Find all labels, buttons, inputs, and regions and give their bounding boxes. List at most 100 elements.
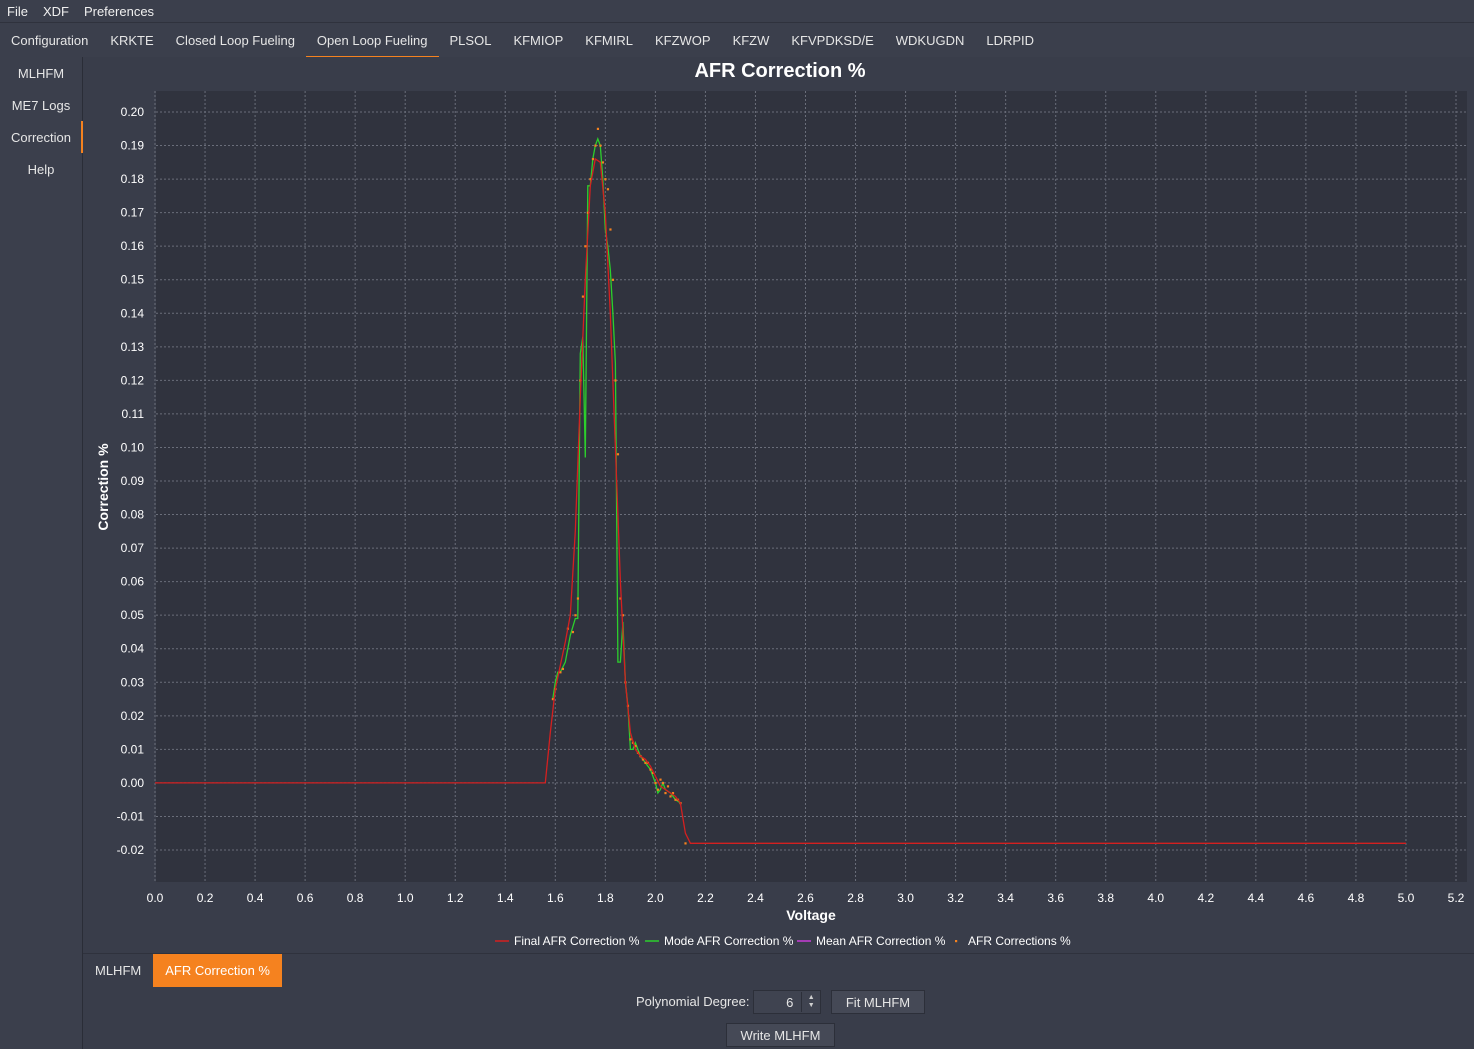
afr-corrections-point [559, 671, 562, 674]
y-axis-label: Correction % [95, 443, 111, 531]
x-tick-label: 0.6 [297, 891, 314, 905]
y-tick-label: -0.01 [117, 809, 145, 823]
bottom-tab-mlhfm[interactable]: MLHFM [95, 963, 142, 978]
y-tick-label: 0.10 [121, 440, 145, 454]
bottom-tab-afr-correction[interactable]: AFR Correction % [153, 954, 282, 987]
afr-corrections-point [561, 667, 565, 671]
afr-corrections-point [601, 161, 605, 164]
afr-corrections-point [634, 745, 637, 748]
x-tick-label: 1.0 [397, 891, 414, 905]
plot-area [156, 91, 1467, 882]
menu-preferences[interactable]: Preferences [83, 3, 155, 19]
spinner-up-icon[interactable]: ▲ [807, 994, 815, 1001]
afr-corrections-point [649, 768, 652, 771]
x-tick-label: 3.6 [1047, 891, 1064, 905]
fit-mlhfm-button[interactable]: Fit MLHFM [831, 990, 925, 1014]
x-tick-label: 5.2 [1448, 891, 1465, 905]
menu-file[interactable]: File [7, 3, 28, 19]
afr-corrections-point [604, 178, 607, 181]
y-tick-label: 0.07 [121, 541, 145, 555]
legend-mode-afr-correction: Mode AFR Correction % [664, 934, 794, 948]
chart-title: AFR Correction % [694, 60, 865, 82]
tab-kfzwop[interactable]: KFZWOP [654, 32, 711, 48]
afr-corrections-point [591, 157, 595, 161]
afr-corrections-point [629, 738, 632, 741]
x-tick-label: 3.4 [997, 891, 1014, 905]
sidebar-item-correction[interactable]: Correction [0, 121, 83, 153]
legend-mean-afr-correction: Mean AFR Correction % [816, 934, 946, 948]
y-tick-label: 0.20 [121, 105, 145, 119]
sidebar-item-me7-logs[interactable]: ME7 Logs [11, 97, 71, 113]
y-tick-label: 0.12 [121, 373, 145, 387]
tab-closed-loop-fueling[interactable]: Closed Loop Fueling [175, 32, 295, 48]
tab-configuration[interactable]: Configuration [11, 32, 89, 48]
tab-kfvpdksd[interactable]: KFVPDKSD/E [791, 32, 874, 48]
x-tick-label: 1.2 [447, 891, 464, 905]
afr-corrections-point [666, 785, 670, 788]
afr-corrections-point [661, 781, 665, 785]
legend: Final AFR Correction % Mode AFR Correctio… [495, 934, 1071, 948]
afr-corrections-point [669, 795, 672, 798]
tab-plsol[interactable]: PLSOL [449, 32, 492, 48]
sidebar-item-mlhfm[interactable]: MLHFM [17, 65, 65, 81]
x-tick-label: 2.2 [697, 891, 714, 905]
spinner-arrows[interactable]: ▲ ▼ [801, 992, 820, 1012]
y-tick-label: 0.13 [121, 340, 145, 354]
x-tick-label: 4.2 [1197, 891, 1214, 905]
mode-afr-correction-line [552, 136, 681, 804]
x-tick-label: 0.8 [347, 891, 364, 905]
tab-wdkugdn[interactable]: WDKUGDN [895, 32, 965, 48]
spinner-down-icon[interactable]: ▼ [807, 1002, 815, 1009]
tab-kfzw[interactable]: KFZW [732, 32, 770, 48]
tab-kfmiop[interactable]: KFMIOP [513, 32, 564, 48]
menu-bar: File XDF Preferences [0, 0, 1474, 22]
menu-xdf[interactable]: XDF [42, 3, 69, 19]
legend-afr-corrections-marker [955, 940, 958, 943]
polynomial-degree-spinner[interactable]: 6 ▲ ▼ [753, 990, 821, 1014]
afr-corrections-point [659, 778, 662, 781]
y-tick-label: 0.09 [121, 474, 145, 488]
x-tick-label: 0.2 [197, 891, 214, 905]
afr-corrections-point [644, 761, 647, 764]
x-axis-label: Voltage [786, 907, 836, 923]
sidebar-item-help[interactable]: Help [27, 161, 55, 177]
x-tick-label: 1.8 [597, 891, 614, 905]
legend-afr-corrections: AFR Corrections % [968, 934, 1071, 948]
write-mlhfm-button[interactable]: Write MLHFM [726, 1023, 835, 1047]
afr-corrections-point [641, 758, 645, 761]
x-tick-label: 3.0 [897, 891, 914, 905]
x-tick-label: 0.4 [247, 891, 264, 905]
x-tick-label: 3.2 [947, 891, 964, 905]
x-tick-label: 2.6 [797, 891, 814, 905]
afr-corrections-point [589, 178, 592, 181]
afr-corrections-point [576, 597, 580, 600]
afr-corrections-point [551, 698, 555, 701]
afr-corrections-point [616, 453, 620, 456]
polynomial-degree-label: Polynomial Degree: [636, 994, 750, 1009]
afr-corrections-point [619, 597, 622, 600]
sidebar: MLHFM ME7 Logs Correction Help [0, 57, 83, 1049]
afr-corrections-point [621, 614, 625, 617]
y-tick-label: 0.19 [121, 139, 145, 153]
afr-corrections-point [654, 781, 657, 785]
y-tick-label: 0.02 [121, 709, 145, 723]
afr-corrections-point [584, 245, 587, 248]
x-tick-label: 1.4 [497, 891, 514, 905]
y-tick-label: 0.01 [121, 742, 145, 756]
x-tick-label: 2.0 [647, 891, 664, 905]
tab-krkte[interactable]: KRKTE [110, 32, 154, 48]
tab-kfmirl[interactable]: KFMIRL [585, 32, 633, 48]
y-tick-label: 0.04 [121, 642, 145, 656]
afr-corrections-point [581, 295, 585, 298]
x-tick-label: 4.6 [1298, 891, 1315, 905]
afr-corrections-point [594, 144, 597, 147]
afr-corrections-point [674, 798, 677, 801]
tab-open-loop-fueling[interactable]: Open Loop Fueling [305, 23, 439, 58]
afr-corrections-point [614, 379, 617, 382]
x-tick-label: 2.4 [747, 891, 764, 905]
y-tick-label: 0.15 [121, 273, 145, 287]
y-tick-label: 0.00 [121, 776, 145, 790]
content-panel: AFR Correction % 0.0 0.2 0.4 0.6 0.8 1.0 1.2 1.… [83, 57, 1474, 1049]
polynomial-degree-value[interactable]: 6 [786, 994, 794, 1010]
tab-ldrpid[interactable]: LDRPID [986, 32, 1035, 48]
